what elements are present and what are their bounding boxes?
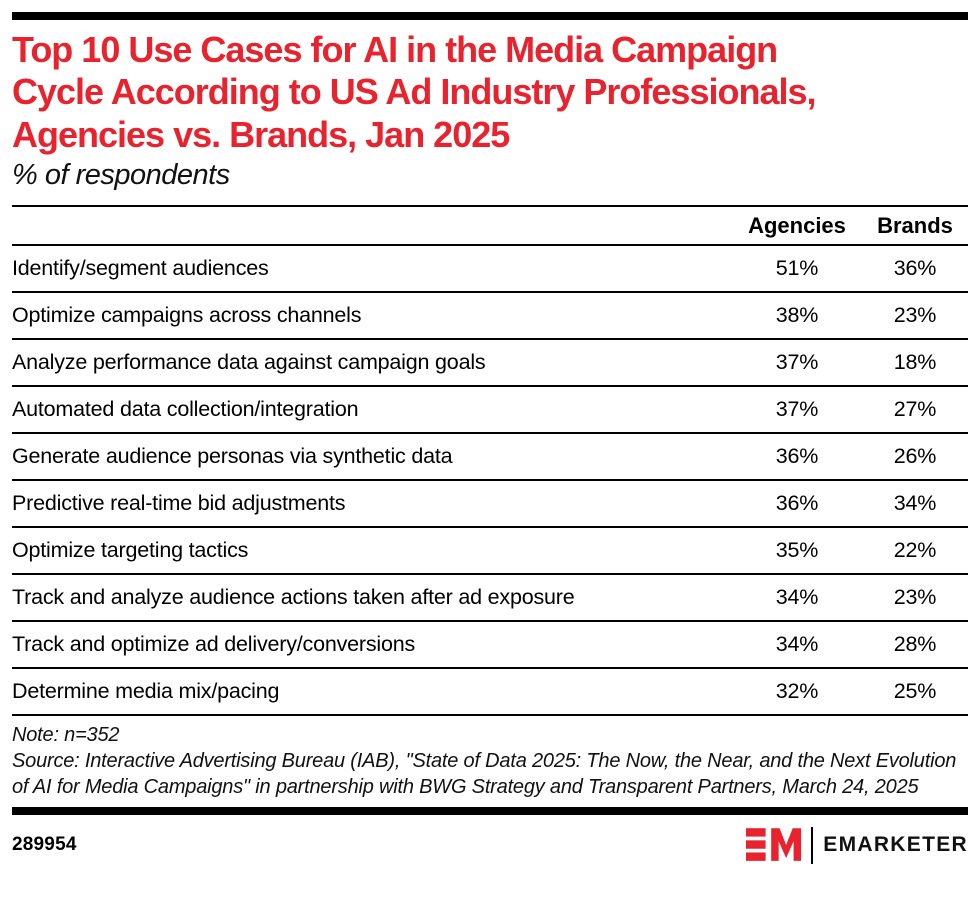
table-row: Optimize campaigns across channels 38% 23% [12, 292, 968, 340]
table-row: Identify/segment audiences 51% 36% [12, 245, 968, 293]
row-label: Identify/segment audiences [12, 256, 269, 281]
agencies-value: 37% [775, 397, 819, 422]
row-label: Analyze performance data against campaig… [12, 350, 486, 375]
agencies-value: 37% [775, 350, 819, 375]
brands-value: 25% [893, 679, 937, 704]
table-header: Agencies Brands [12, 206, 968, 246]
notes-block: Note: n=352 Source: Interactive Advertis… [12, 723, 964, 800]
table-row: Determine media mix/pacing 32% 25% [12, 668, 968, 716]
brands-value: 23% [893, 585, 937, 610]
data-table: Agencies Brands Identify/segment audienc… [12, 205, 968, 716]
row-label: Generate audience personas via synthetic… [12, 444, 453, 469]
agencies-value: 35% [775, 538, 819, 563]
header-brands: Brands [877, 213, 953, 239]
table-row: Track and optimize ad delivery/conversio… [12, 621, 968, 669]
row-label: Automated data collection/integration [12, 397, 359, 422]
brands-value: 36% [893, 256, 937, 281]
row-label: Track and optimize ad delivery/conversio… [12, 632, 416, 657]
agencies-value: 36% [775, 444, 819, 469]
agencies-value: 32% [775, 679, 819, 704]
brands-value: 34% [893, 491, 937, 516]
source-line: Source: Interactive Advertising Bureau (… [12, 750, 957, 798]
chart-title-line-2: Cycle According to US Ad Industry Profes… [12, 71, 817, 113]
chart-title: Top 10 Use Cases for AI in the Media Cam… [12, 29, 968, 156]
header-row: Agencies Brands [12, 206, 968, 246]
emarketer-wordmark: EMARKETER [823, 833, 968, 857]
header-agencies: Agencies [748, 213, 846, 239]
agencies-value: 38% [775, 303, 819, 328]
row-label: Track and analyze audience actions taken… [12, 585, 575, 610]
chart-subtitle: % of respondents [12, 159, 230, 192]
table-row: Predictive real-time bid adjustments 36% 3… [12, 480, 968, 528]
row-label: Predictive real-time bid adjustments [12, 491, 346, 516]
logo-divider [811, 826, 814, 864]
brands-value: 28% [893, 632, 937, 657]
row-label: Optimize targeting tactics [12, 538, 249, 563]
brands-value: 27% [893, 397, 937, 422]
agencies-value: 34% [775, 585, 819, 610]
em-logo-icon [746, 828, 802, 862]
brands-value: 22% [893, 538, 937, 563]
table-body: Identify/segment audiences 51% 36% Optimize… [12, 245, 968, 716]
table-row: Optimize targeting tactics 35% 22% [12, 527, 968, 575]
chart-title-line-3: Agencies vs. Brands, Jan 2025 [12, 113, 510, 155]
chart-title-line-1: Top 10 Use Cases for AI in the Media Cam… [12, 29, 778, 70]
row-label: Optimize campaigns across channels [12, 303, 362, 328]
agencies-value: 51% [775, 256, 819, 281]
table-row: Analyze performance data against campaig… [12, 339, 968, 387]
footer: 289954 EMARKETER [12, 815, 968, 864]
table-row: Generate audience personas via synthetic… [12, 433, 968, 481]
agencies-value: 36% [775, 491, 819, 516]
emarketer-logo: EMARKETER [746, 826, 968, 864]
brands-value: 26% [893, 444, 937, 469]
top-divider-bar [12, 12, 968, 20]
brands-value: 18% [893, 350, 937, 375]
bottom-divider-bar [12, 807, 968, 816]
chart-id: 289954 [12, 834, 77, 856]
table-row: Track and analyze audience actions taken… [12, 574, 968, 622]
row-label: Determine media mix/pacing [12, 679, 280, 704]
brands-value: 23% [893, 303, 937, 328]
agencies-value: 34% [775, 632, 819, 657]
header-empty-cell [12, 206, 732, 245]
note-line: Note: n=352 [12, 724, 120, 747]
table-row: Automated data collection/integration 37%… [12, 386, 968, 434]
